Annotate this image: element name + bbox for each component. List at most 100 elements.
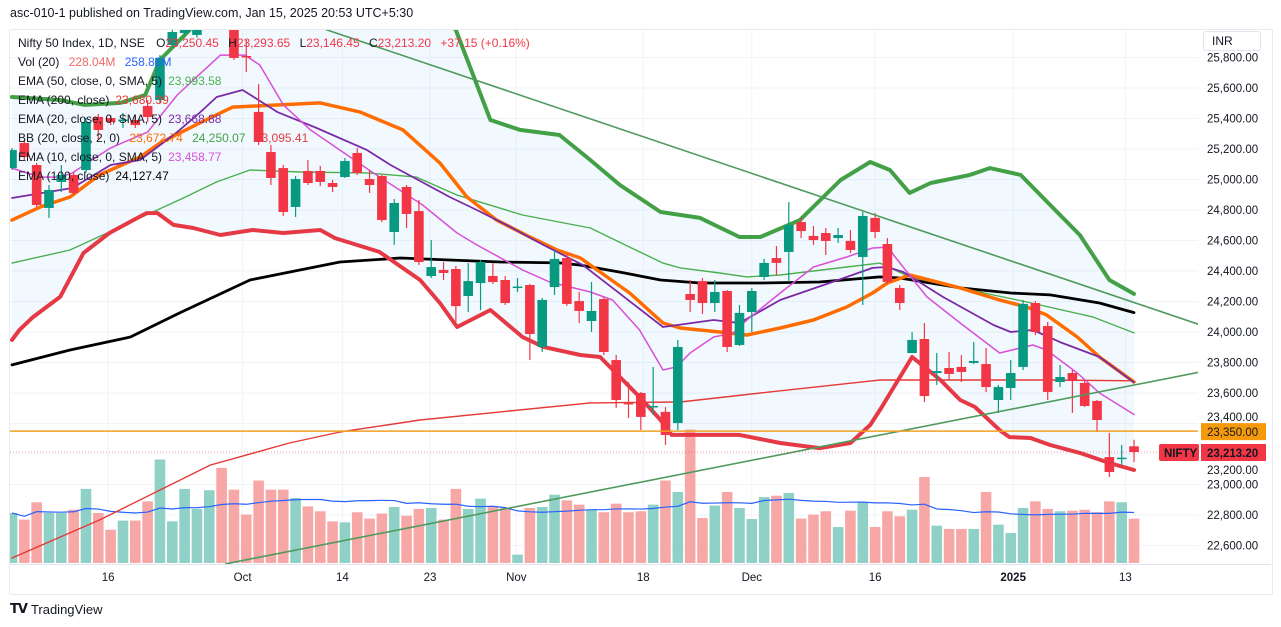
low-value: 23,146.45 [306, 36, 360, 50]
ema10-value: 23,458.77 [168, 150, 222, 164]
candle-body [944, 367, 954, 374]
currency-button[interactable]: INR [1203, 31, 1261, 51]
candle-body [1018, 303, 1028, 367]
volume-bar [56, 513, 67, 563]
drawings[interactable] [10, 28, 1201, 564]
volume-bar [142, 501, 153, 563]
volume-bar [561, 500, 573, 563]
candle-body [364, 179, 375, 185]
bollinger-band-fill [12, 30, 1134, 470]
time-axis[interactable]: 16 Oct 14 23 Nov 18 Dec 16 2025 13 [102, 572, 1132, 584]
price-chart[interactable]: 22,600.00 22,800.00 23,000.00 23,200.00 23,4… [0, 0, 1281, 600]
volume-bar [1091, 512, 1103, 563]
candle-body [1067, 373, 1078, 381]
tradingview-logo[interactable]: 𝗧𝗩 TradingView [10, 601, 102, 617]
price-tick-label: 23,000.00 [1207, 480, 1258, 492]
volume-bar [314, 511, 326, 563]
high-prefix: H [228, 36, 237, 50]
candle-body [796, 222, 806, 232]
volume-bar [586, 509, 597, 563]
candle-body [241, 55, 252, 58]
volume-bar [68, 509, 79, 563]
volume-bar [19, 519, 30, 563]
price-axis[interactable]: 22,600.00 22,800.00 23,000.00 23,200.00 23,4… [1159, 53, 1266, 553]
candle-body [574, 301, 584, 311]
symbol-tag-label: NIFTY [1164, 448, 1198, 460]
candles [10, 30, 1139, 478]
candle-body [31, 165, 42, 205]
change-value: +37.15 (+0.16%) [440, 36, 530, 50]
volume-bar [1030, 501, 1041, 563]
time-tick-label: 23 [424, 572, 437, 584]
candle-body [44, 190, 54, 209]
candle-body [956, 366, 967, 372]
candle-body [1116, 457, 1127, 460]
horizontal-line-price-label: 23,350.00 [1207, 427, 1258, 439]
candle-body [56, 174, 67, 182]
volume-value: 228.04M [68, 55, 116, 69]
candle-body [105, 118, 116, 123]
volume-ma-value: 258.86M [124, 55, 172, 69]
close-prefix: C [368, 36, 378, 50]
candle-body [315, 170, 326, 182]
legend-ema20[interactable]: EMA (20, close, 0, SMA, 5) 23,668.88 [18, 110, 530, 129]
price-tick-label: 22,800.00 [1207, 510, 1258, 522]
candle-body [623, 402, 634, 405]
price-tick-label: 25,600.00 [1207, 83, 1258, 95]
candle-body [981, 364, 991, 388]
high-value: 23,293.65 [236, 36, 291, 50]
volume-bar [894, 516, 906, 563]
price-tick-label: 25,000.00 [1207, 175, 1258, 187]
volume-bar [401, 515, 412, 563]
candle-body [734, 312, 745, 345]
candle-body [278, 168, 289, 212]
legend-ema10[interactable]: EMA (10, close, 0, SMA, 5) 23,458.77 [18, 148, 530, 167]
time-tick-label: Nov [506, 572, 527, 584]
legend-symbol[interactable]: Nifty 50 Index, 1D, NSE O23,250.45 H23,2… [18, 34, 530, 53]
candle-body [747, 290, 757, 313]
symbol-label: Nifty 50 Index, 1D, NSE [18, 36, 145, 50]
candle-body [931, 371, 942, 374]
candle-body [759, 262, 769, 277]
candle-body [414, 211, 424, 263]
price-tick-label: 24,400.00 [1207, 266, 1258, 278]
volume-bar [216, 467, 227, 563]
volume-bar [512, 554, 523, 563]
time-tick-label: Dec [742, 572, 763, 584]
indicator-lines [10, 30, 1136, 559]
legend-bb[interactable]: BB (20, close, 2, 0) 23,672.74 24,250.07… [18, 129, 530, 148]
candle-body [907, 339, 917, 354]
legend-volume[interactable]: Vol (20) 228.04M 258.86M [18, 53, 530, 72]
price-tick-label: 25,400.00 [1207, 114, 1258, 126]
ema20-label: EMA (20, close, 0, SMA, 5) [18, 112, 163, 126]
legend-ema200[interactable]: EMA (200, close) 23,680.39 [18, 91, 530, 110]
volume-bar [882, 511, 893, 563]
candle-body [192, 30, 202, 35]
volume-bar [647, 504, 659, 563]
volume-bar [993, 524, 1004, 563]
volume-bar [425, 507, 437, 563]
volume-bar [598, 512, 610, 563]
low-prefix: L [299, 36, 307, 50]
volume-bar [919, 477, 930, 563]
time-tick-label: 16 [869, 572, 882, 584]
price-tick-label: 25,800.00 [1207, 53, 1258, 65]
price-tick-label: 23,600.00 [1207, 388, 1258, 400]
bb-upper-line [10, 30, 1136, 296]
candle-body [993, 387, 1004, 401]
volume-bar [166, 521, 178, 563]
candle-body [586, 310, 597, 322]
symbol-tag [1159, 443, 1199, 461]
legend-ema50[interactable]: EMA (50, close, 0, SMA, 5) 23,993.58 [18, 72, 530, 91]
ema50-value: 23,993.58 [168, 74, 222, 88]
volume-bar [240, 514, 252, 563]
candle-body [451, 269, 461, 307]
ema200-label: EMA (200, close) [18, 93, 110, 107]
candle-body [290, 179, 301, 207]
legend-ema100[interactable]: EMA (100, close) 24,127.47 [18, 167, 530, 186]
volume-bar [857, 502, 869, 563]
volume-bar [536, 506, 548, 563]
candle-body [463, 281, 474, 297]
volume-bar [228, 489, 240, 563]
candle-body [1104, 457, 1115, 472]
